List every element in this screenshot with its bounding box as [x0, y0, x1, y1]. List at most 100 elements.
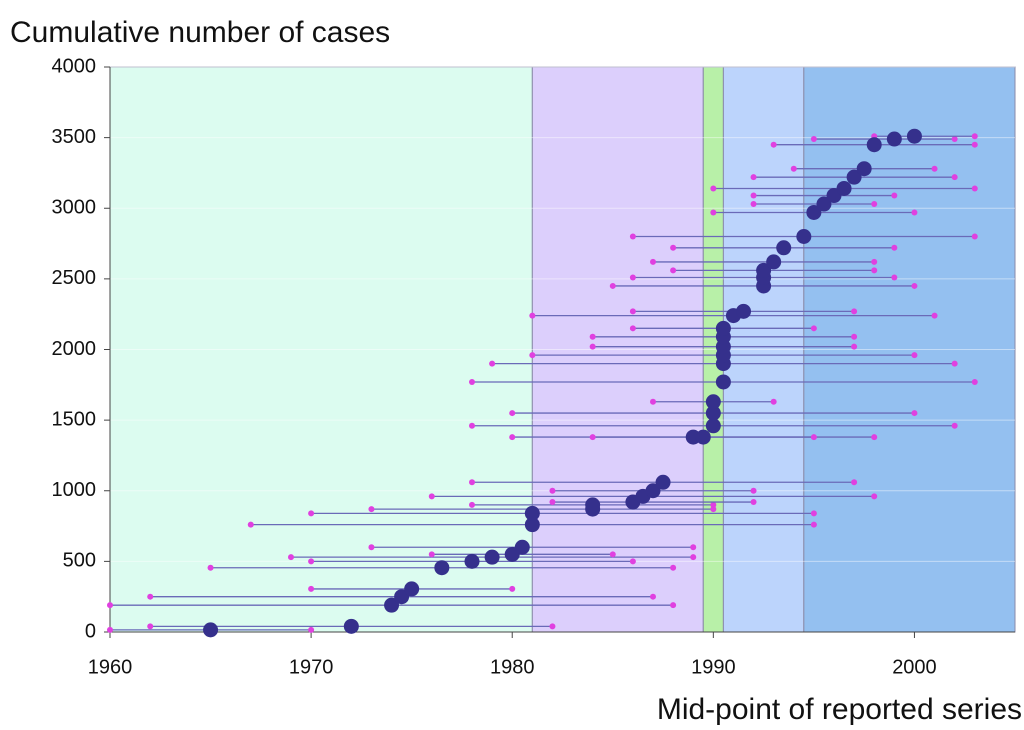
mid-point — [836, 180, 852, 196]
band — [531, 66, 704, 633]
mid-point — [705, 418, 721, 434]
range-start — [589, 333, 596, 340]
mid-point — [776, 240, 792, 256]
x-tick-label: 1990 — [691, 656, 736, 678]
range-end — [810, 325, 817, 332]
range-end — [931, 165, 938, 172]
range-start — [589, 434, 596, 441]
mid-point — [384, 597, 400, 613]
range-end — [810, 510, 817, 517]
range-start — [770, 141, 777, 148]
x-tick-label: 1980 — [490, 656, 535, 678]
mid-point — [866, 137, 882, 153]
mid-point — [715, 374, 731, 390]
mid-point — [464, 553, 480, 569]
range-end — [810, 434, 817, 441]
range-start — [650, 258, 656, 265]
range-end — [871, 201, 878, 208]
range-end — [670, 602, 677, 609]
range-end — [629, 558, 636, 565]
mid-point — [856, 161, 872, 177]
x-tick-label: 1960 — [88, 656, 133, 678]
y-tick-label: 4000 — [52, 55, 97, 77]
y-tick-label: 1500 — [52, 408, 97, 430]
range-start — [308, 585, 315, 592]
mid-point — [484, 549, 500, 565]
range-start — [428, 551, 435, 558]
range-end — [851, 479, 858, 486]
range-start — [107, 602, 113, 609]
y-tick-label: 500 — [63, 550, 96, 572]
mid-point — [645, 483, 661, 499]
range-end — [851, 308, 858, 315]
range-start — [549, 487, 556, 494]
mid-point — [736, 303, 751, 319]
y-tick-label: 2000 — [52, 338, 97, 360]
range-end — [951, 174, 958, 181]
range-end — [710, 501, 717, 508]
range-end — [971, 141, 978, 148]
mid-point — [514, 539, 530, 555]
range-start — [589, 343, 596, 350]
range-end — [971, 233, 978, 240]
range-end — [750, 499, 757, 506]
range-start — [509, 434, 516, 441]
range-end — [911, 209, 918, 216]
range-end — [670, 564, 677, 571]
range-end — [911, 352, 918, 359]
x-tick-label: 1970 — [289, 656, 334, 678]
range-start — [629, 325, 636, 332]
range-start — [469, 422, 475, 429]
range-start — [609, 282, 616, 289]
range-end — [931, 312, 938, 319]
range-end — [710, 506, 717, 513]
range-end — [871, 434, 878, 441]
range-start — [147, 593, 154, 600]
range-end — [690, 544, 697, 551]
range-end — [871, 258, 878, 265]
range-start — [750, 174, 757, 181]
range-start — [629, 274, 636, 281]
y-tick-label: 3500 — [52, 126, 97, 148]
y-tick-label: 3000 — [52, 197, 97, 219]
band — [722, 66, 805, 633]
mid-point — [806, 204, 822, 220]
mid-point — [585, 497, 601, 513]
range-end — [911, 410, 918, 417]
range-start — [549, 499, 556, 506]
mid-point — [715, 320, 731, 336]
range-start — [670, 244, 677, 251]
range-end — [851, 343, 858, 350]
range-start — [529, 352, 536, 359]
range-end — [690, 554, 697, 561]
range-start — [428, 493, 435, 500]
x-axis-label: Mid-point of reported series — [657, 693, 1022, 726]
range-end — [750, 487, 757, 494]
band — [109, 66, 533, 633]
range-start — [750, 201, 757, 208]
range-start — [629, 308, 636, 315]
y-tick-label: 0 — [85, 620, 96, 642]
mid-point — [886, 131, 902, 147]
range-end — [891, 192, 898, 199]
x-tick-label: 2000 — [892, 656, 937, 678]
range-start — [650, 398, 656, 405]
range-start — [529, 312, 536, 319]
mid-point — [524, 505, 540, 521]
mid-point — [404, 581, 420, 597]
range-end — [871, 267, 878, 274]
band — [803, 66, 1016, 633]
range-end — [308, 626, 315, 633]
range-end — [951, 422, 958, 429]
range-start — [710, 185, 717, 192]
range-start — [308, 510, 315, 517]
mid-point — [203, 622, 219, 638]
range-start — [207, 564, 214, 571]
range-start — [147, 623, 154, 630]
range-end — [851, 333, 858, 340]
range-end — [770, 398, 777, 405]
range-end — [911, 282, 918, 289]
range-start — [469, 501, 475, 508]
mid-point — [816, 196, 832, 212]
y-tick-label: 1000 — [52, 479, 97, 501]
